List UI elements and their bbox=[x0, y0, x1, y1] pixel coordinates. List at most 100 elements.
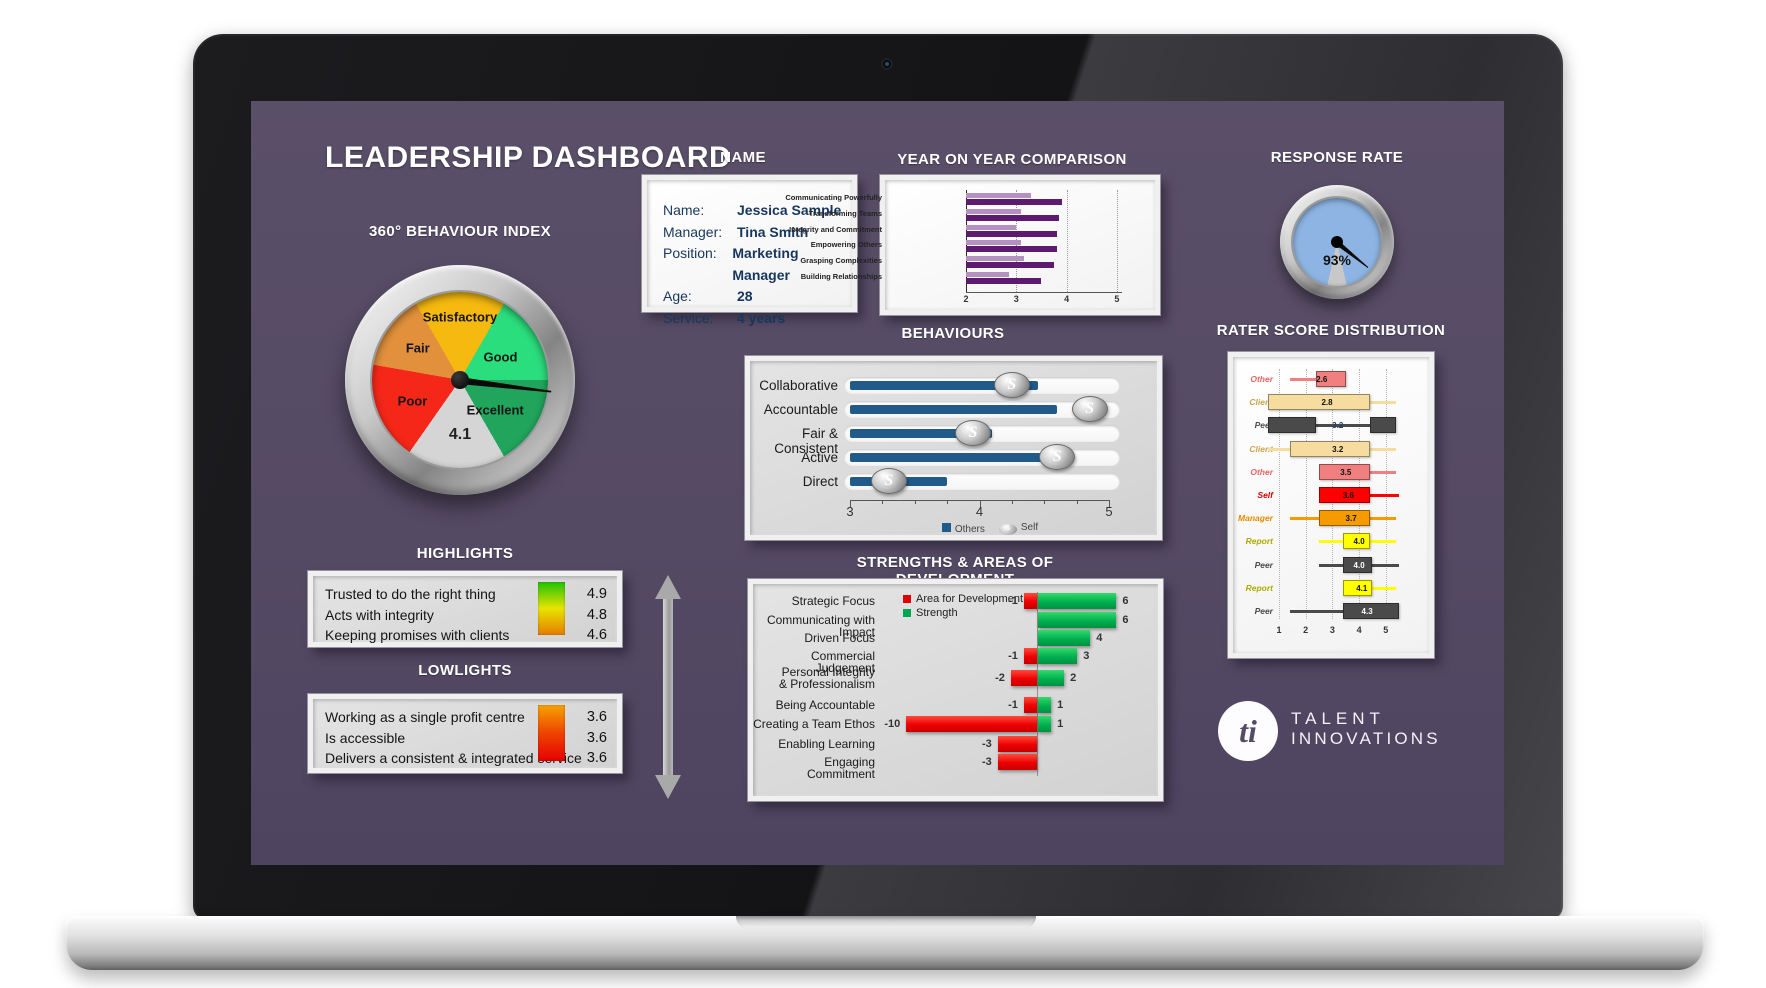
rater-axis-tick-label: 3 bbox=[1329, 625, 1335, 635]
rater-row: Manager 3.7 bbox=[1233, 509, 1425, 527]
rater-value: 4.1 bbox=[1356, 583, 1368, 593]
profile-row: Name: Jessica Sample bbox=[663, 200, 852, 222]
strengths-category-label: Engaging Commitment bbox=[806, 755, 875, 781]
behaviour-self-handle[interactable]: S bbox=[955, 420, 992, 446]
rater-axis-tick-label: 4 bbox=[1356, 625, 1362, 635]
strengths-legend-entry: Strength bbox=[903, 606, 1023, 620]
behaviour-self-handle[interactable]: S bbox=[993, 372, 1030, 398]
yoy-gridline bbox=[1116, 190, 1118, 292]
strengths-category-label: Strategic Focus bbox=[791, 594, 875, 608]
strength-value: 6 bbox=[1122, 595, 1129, 607]
yoy-bar-light bbox=[966, 272, 1009, 277]
highlight-item-value: 4.6 bbox=[586, 627, 607, 643]
behaviour-self-handle[interactable]: S bbox=[1039, 444, 1076, 470]
development-bar bbox=[997, 736, 1037, 752]
rater-box bbox=[1343, 556, 1373, 573]
rater-row: Report 4.0 bbox=[1233, 532, 1425, 550]
logo-text: TALENT INNOVATIONS bbox=[1291, 709, 1441, 749]
highlight-item-text: Delivers a consistent & integrated servi… bbox=[325, 750, 582, 766]
rater-box bbox=[1343, 533, 1370, 550]
response-rate-value: 93% bbox=[1322, 251, 1352, 268]
profile-row: Manager: Tina Smith bbox=[663, 222, 852, 244]
highlight-item-text: Acts with integrity bbox=[325, 606, 434, 623]
behaviours-axis-tick bbox=[1109, 500, 1110, 507]
rater-axis-tick-label: 5 bbox=[1383, 625, 1389, 635]
gauge-face: Satisfactory Good Excellent Poor Fair 4.… bbox=[372, 292, 548, 468]
yoy-bar-dark bbox=[966, 262, 1055, 269]
yoy-bar-light bbox=[966, 208, 1022, 214]
gauge-hub-icon bbox=[451, 371, 469, 389]
yoy-axis-line bbox=[966, 292, 1122, 293]
gauge-segment-label: Satisfactory bbox=[422, 309, 498, 325]
yoy-bar-light bbox=[966, 240, 1022, 246]
page-title: LEADERSHIP DASHBOARD bbox=[325, 141, 732, 174]
lowlights-panel: Working as a single profit centre Is acce… bbox=[307, 693, 623, 774]
yoy-bar-light bbox=[966, 193, 1032, 198]
strength-value: 2 bbox=[1070, 672, 1077, 684]
strength-value: 1 bbox=[1057, 718, 1064, 730]
development-value: -10 bbox=[884, 718, 901, 730]
rater-group-label: Report bbox=[1245, 582, 1273, 593]
behaviours-axis-tick bbox=[1011, 500, 1013, 504]
profile-rows: Name: Jessica Sample Manager: Tina Smith Pos… bbox=[663, 200, 852, 329]
behaviours-title: BEHAVIOURS bbox=[901, 325, 1005, 342]
yoy-category-label: Transforming Teams bbox=[808, 208, 882, 218]
rater-group-label: Self bbox=[1257, 490, 1273, 500]
rater-group-label: Other bbox=[1250, 374, 1273, 384]
rater-row: Self 3.6 bbox=[1233, 486, 1425, 504]
behaviours-axis-tick bbox=[914, 500, 916, 504]
rater-title: RATER SCORE DISTRIBUTION bbox=[1216, 322, 1446, 339]
others-swatch-icon bbox=[941, 522, 951, 532]
profile-field-label: Service: bbox=[663, 309, 714, 326]
rater-group-label: Manager bbox=[1238, 513, 1273, 524]
gauge-needle-icon bbox=[460, 377, 552, 395]
rater-whisker bbox=[1289, 610, 1344, 613]
lowlights-title: LOWLIGHTS bbox=[418, 662, 512, 679]
behaviour-index-title: 360° BEHAVIOUR INDEX bbox=[368, 223, 552, 240]
behaviour-others-bar bbox=[850, 453, 1071, 462]
rater-box bbox=[1319, 487, 1370, 503]
strengths-panel: Area for Development Strength Strategic Fo… bbox=[747, 578, 1164, 802]
strengths-legend-entry: Area for Development bbox=[903, 592, 1023, 606]
profile-field-label: Manager: bbox=[663, 223, 723, 240]
rater-value: 2.6 bbox=[1316, 375, 1328, 384]
rater-group-label: Other bbox=[1250, 466, 1273, 477]
legend-others: Others bbox=[941, 522, 985, 535]
strengths-legend: Area for Development Strength bbox=[903, 592, 1023, 620]
rater-group-label: Peer bbox=[1254, 559, 1273, 570]
highlights-panel: Trusted to do the right thing Acts with i… bbox=[307, 570, 623, 648]
yoy-chart-panel: Communicating Powerfully Transforming Tea… bbox=[785, 174, 1161, 316]
legend-swatch-icon bbox=[903, 609, 911, 617]
yoy-axis-tick-label: 3 bbox=[1013, 294, 1019, 304]
behaviours-axis-tick bbox=[979, 500, 981, 507]
highlight-item-value: 3.6 bbox=[586, 729, 607, 746]
behaviour-label: Direct bbox=[802, 474, 838, 489]
behaviour-slider-track: S bbox=[844, 444, 1120, 470]
yoy-bar-dark bbox=[966, 278, 1042, 284]
development-value: -1 bbox=[1008, 699, 1018, 711]
behaviour-self-handle[interactable]: S bbox=[1071, 396, 1108, 422]
profile-field-label: Position: bbox=[663, 245, 717, 261]
gauge-value: 4.1 bbox=[448, 425, 472, 443]
gauge-segment-label: Poor bbox=[397, 393, 428, 409]
rater-box bbox=[1289, 440, 1370, 457]
rater-box bbox=[1316, 371, 1346, 387]
rater-box bbox=[1343, 579, 1373, 596]
rater-box bbox=[1319, 510, 1370, 527]
strengths-category-label: Driven Focus bbox=[804, 631, 875, 645]
webcam-icon bbox=[881, 58, 893, 70]
behaviours-axis-tick bbox=[882, 500, 884, 504]
behaviour-self-handle[interactable]: S bbox=[870, 468, 907, 494]
rater-value: 3.2 bbox=[1332, 421, 1344, 431]
rater-row: Peer 4.0 bbox=[1233, 556, 1425, 574]
highlights-gradient-bar bbox=[538, 582, 565, 635]
rater-value: 3.6 bbox=[1342, 491, 1354, 500]
rater-row: Client 3.2 bbox=[1233, 440, 1425, 458]
logo-monogram: ti bbox=[1239, 712, 1257, 749]
yoy-category-label: Communicating Powerfully bbox=[785, 193, 882, 202]
profile-field-label: Name: bbox=[663, 202, 705, 218]
rater-row: Report 4.1 bbox=[1233, 579, 1425, 597]
profile-field-value: Jessica Sample bbox=[737, 202, 842, 218]
development-bar bbox=[1023, 593, 1037, 609]
